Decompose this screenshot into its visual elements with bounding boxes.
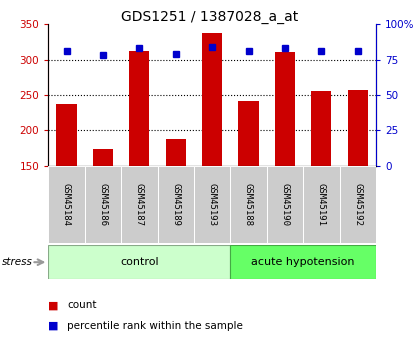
Text: count: count (67, 300, 97, 310)
Bar (48, 166, 85, 243)
Bar (202, 33, 222, 166)
Bar (303, 166, 339, 243)
Text: GSM45189: GSM45189 (171, 183, 180, 226)
Text: GSM45187: GSM45187 (135, 183, 144, 226)
Text: GDS1251 / 1387028_a_at: GDS1251 / 1387028_a_at (121, 10, 299, 24)
Bar (158, 166, 194, 243)
Bar (267, 166, 303, 243)
Text: GSM45186: GSM45186 (98, 183, 108, 226)
Text: ■: ■ (48, 300, 59, 310)
Bar (194, 166, 230, 243)
Bar (348, 90, 368, 166)
Bar (230, 245, 376, 279)
Bar (57, 104, 76, 166)
Bar (129, 51, 150, 166)
Text: GSM45192: GSM45192 (353, 183, 362, 226)
Text: acute hypotension: acute hypotension (251, 257, 355, 267)
Text: control: control (120, 257, 159, 267)
Bar (311, 91, 331, 166)
Bar (85, 166, 121, 243)
Text: GSM45191: GSM45191 (317, 183, 326, 226)
Text: GSM45184: GSM45184 (62, 183, 71, 226)
Text: GSM45193: GSM45193 (207, 183, 217, 226)
Bar (239, 101, 259, 166)
Bar (275, 52, 295, 166)
Text: GSM45188: GSM45188 (244, 183, 253, 226)
Bar (121, 166, 158, 243)
Bar (339, 166, 376, 243)
Text: percentile rank within the sample: percentile rank within the sample (67, 321, 243, 331)
Text: ■: ■ (48, 321, 59, 331)
Bar (48, 245, 230, 279)
Bar (165, 139, 186, 166)
Bar (230, 166, 267, 243)
Text: GSM45190: GSM45190 (281, 183, 289, 226)
Bar (93, 149, 113, 166)
Text: stress: stress (2, 257, 33, 267)
